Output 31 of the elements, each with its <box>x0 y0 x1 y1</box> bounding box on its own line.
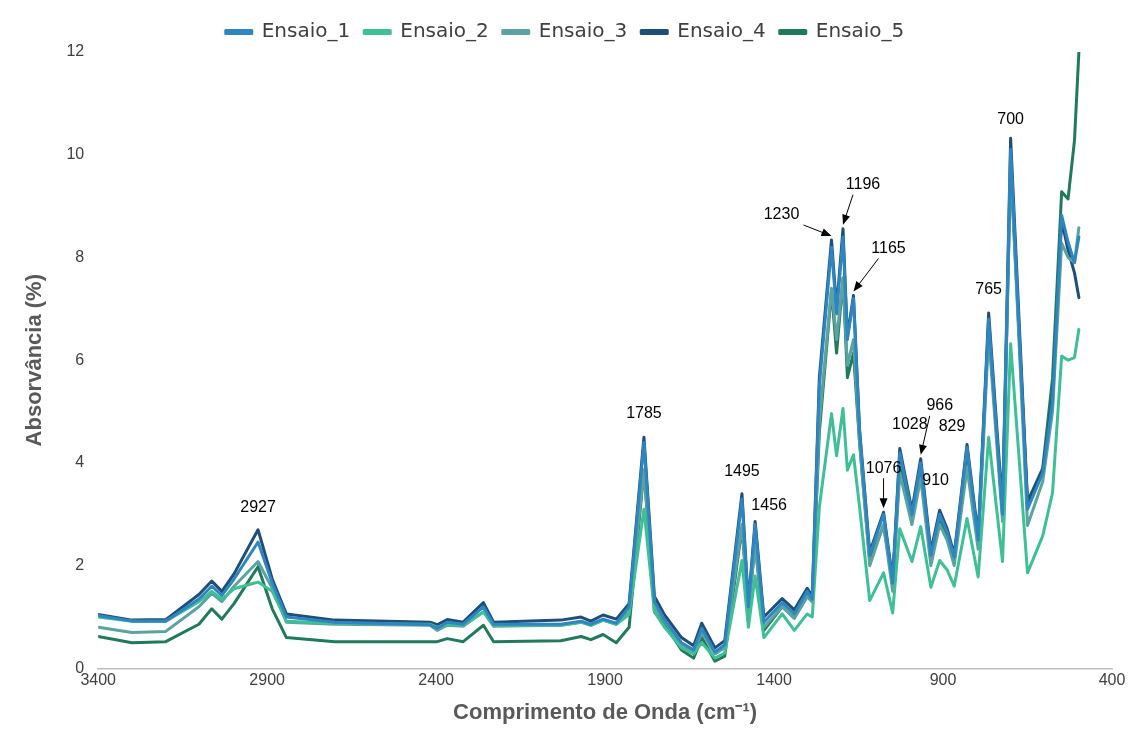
annotation: 1495 <box>724 462 760 480</box>
y-tick-label: 2 <box>75 556 85 574</box>
x-axis-title: Comprimento de Onda (cm⁻¹) <box>453 698 758 724</box>
annotation: 966 <box>926 396 954 414</box>
annotation: 829 <box>938 416 966 434</box>
x-tick-label: 1900 <box>587 671 623 689</box>
x-tick-label: 900 <box>929 671 957 689</box>
legend-label: Ensaio_5 <box>815 18 905 43</box>
legend-label: Ensaio_1 <box>261 18 351 43</box>
annotation: 1196 <box>845 175 881 193</box>
annotation: 2927 <box>240 498 276 516</box>
annotation: 1230 <box>763 205 800 223</box>
annotation: 700 <box>997 109 1025 127</box>
annotation: 1165 <box>871 238 906 256</box>
y-tick-label: 6 <box>75 350 85 368</box>
legend-label: Ensaio_3 <box>538 18 628 43</box>
legend-label: Ensaio_2 <box>400 18 489 43</box>
annotation: 1785 <box>626 403 662 421</box>
y-tick-label: 4 <box>75 453 85 471</box>
x-tick-label: 2400 <box>418 671 455 689</box>
x-tick-label: 400 <box>1098 671 1126 689</box>
annotation: 1456 <box>751 495 788 513</box>
y-tick-label: 10 <box>66 145 85 163</box>
x-tick-label: 2900 <box>249 671 286 689</box>
legend-label: Ensaio_4 <box>677 18 766 43</box>
annotation: 1028 <box>891 414 928 432</box>
y-tick-label: 12 <box>66 42 85 60</box>
y-tick-label: 8 <box>75 247 85 265</box>
annotation: 765 <box>975 280 1003 298</box>
x-tick-label: 1400 <box>756 671 792 689</box>
y-axis-title: Absorvância (%) <box>21 274 47 447</box>
